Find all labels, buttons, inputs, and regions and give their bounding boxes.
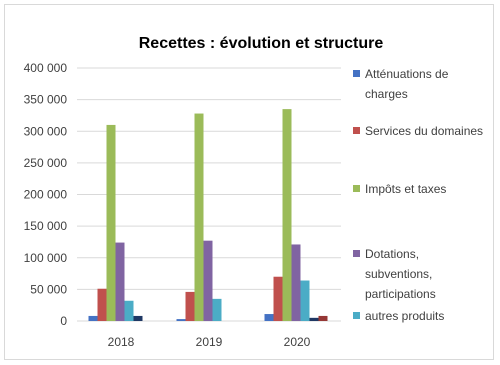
bar-services-du-domaines-2020 bbox=[273, 276, 283, 321]
bar-autres-produits-2019 bbox=[212, 298, 222, 321]
bar-services-du-domaines-2018 bbox=[97, 288, 107, 321]
bar-series bbox=[88, 109, 328, 321]
y-tick-label: 400 000 bbox=[24, 61, 68, 75]
legend-item: autres produits bbox=[353, 309, 444, 323]
y-tick-label: 50 000 bbox=[30, 282, 67, 296]
bar-att-nuations-de-charges-2018 bbox=[88, 315, 98, 321]
legend-label: charges bbox=[365, 87, 408, 101]
y-tick-label: 350 000 bbox=[24, 93, 68, 107]
bar-dotations-subventions-participations-2020 bbox=[291, 244, 301, 321]
bar-dotations-subventions-participations-2018 bbox=[115, 242, 125, 321]
legend-item: Services du domaines bbox=[353, 124, 483, 138]
bar-series-5-2020 bbox=[309, 317, 319, 321]
legend-item: Atténuations de charges bbox=[353, 67, 449, 101]
chart-svg: Recettes : évolution et structure 0 50 00… bbox=[24, 35, 483, 349]
bar-services-du-domaines-2019 bbox=[185, 291, 195, 321]
y-tick-label: 200 000 bbox=[24, 188, 68, 202]
chart-title: Recettes : évolution et structure bbox=[139, 35, 384, 52]
x-tick-label: 2019 bbox=[196, 335, 223, 349]
y-tick-label: 0 bbox=[60, 314, 67, 328]
legend-swatch bbox=[353, 127, 360, 134]
x-tick-label: 2020 bbox=[284, 335, 311, 349]
y-axis-tick-labels: 0 50 000 100 000 150 000 200 000 250 000 300 0… bbox=[24, 61, 68, 328]
legend-swatch bbox=[353, 312, 360, 319]
bar-series-6-2020 bbox=[318, 315, 328, 321]
bar-dotations-subventions-participations-2019 bbox=[203, 240, 213, 321]
legend-label: participations bbox=[365, 287, 436, 301]
bar-autres-produits-2020 bbox=[300, 280, 310, 321]
legend-label: subventions, bbox=[365, 267, 432, 281]
legend-item: Dotations, subventions, participations bbox=[353, 247, 436, 301]
bar-imp-ts-et-taxes-2019 bbox=[194, 113, 204, 321]
y-tick-label: 150 000 bbox=[24, 219, 68, 233]
legend-label: Services du domaines bbox=[365, 124, 483, 138]
legend-label: Impôts et taxes bbox=[365, 182, 446, 196]
legend-label: Dotations, bbox=[365, 247, 419, 261]
bar-att-nuations-de-charges-2019 bbox=[176, 319, 186, 321]
bar-autres-produits-2018 bbox=[124, 300, 134, 321]
legend-label: autres produits bbox=[365, 309, 444, 323]
legend-label: Atténuations de bbox=[365, 67, 449, 81]
y-tick-label: 300 000 bbox=[24, 124, 68, 138]
y-tick-label: 250 000 bbox=[24, 156, 68, 170]
legend-item: Impôts et taxes bbox=[353, 182, 446, 196]
bar-series-5-2018 bbox=[133, 315, 143, 321]
bar-imp-ts-et-taxes-2018 bbox=[106, 124, 116, 321]
chart-frame: Recettes : évolution et structure 0 50 00… bbox=[4, 4, 494, 360]
y-tick-label: 100 000 bbox=[24, 251, 68, 265]
legend-swatch bbox=[353, 250, 360, 257]
legend-swatch bbox=[353, 185, 360, 192]
x-axis-tick-labels: 2018 2019 2020 bbox=[108, 335, 311, 349]
legend: Atténuations de charges Services du domain… bbox=[353, 67, 483, 323]
bar-att-nuations-de-charges-2020 bbox=[264, 314, 274, 321]
x-tick-label: 2018 bbox=[108, 335, 135, 349]
bar-imp-ts-et-taxes-2020 bbox=[282, 109, 292, 321]
legend-swatch bbox=[353, 70, 360, 77]
